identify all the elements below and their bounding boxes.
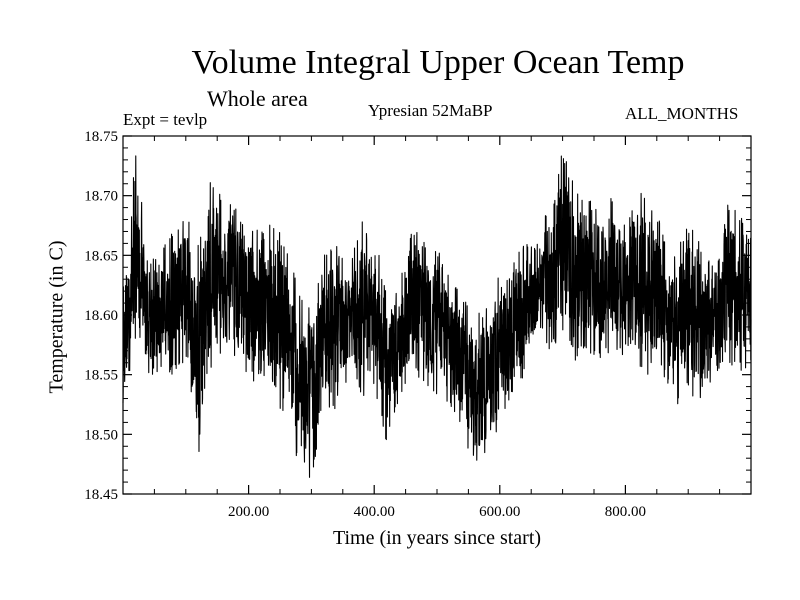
x-tick-label: 800.00 — [605, 504, 646, 520]
ticks-layer: 18.45 18.50 18.55 18.60 18.65 18.70 18.75 200.0… — [84, 129, 751, 520]
experiment-label: Expt = tevlp — [123, 110, 208, 129]
x-tick-label: 200.00 — [228, 504, 269, 520]
x-tick-label: 400.00 — [354, 504, 395, 520]
y-tick-label: 18.65 — [84, 248, 118, 264]
experiment-name: Ypresian 52MaBP — [368, 101, 493, 120]
plot-frame — [122, 135, 752, 495]
y-tick-label: 18.50 — [84, 427, 118, 443]
series-line — [122, 155, 752, 478]
y-tick-label: 18.70 — [84, 189, 118, 205]
chart-title: Volume Integral Upper Ocean Temp — [191, 44, 685, 81]
x-axis-label: Time (in years since start) — [332, 527, 542, 549]
y-tick-label: 18.75 — [84, 129, 118, 145]
x-tick-label: 600.00 — [479, 504, 520, 520]
series-layer — [122, 155, 752, 478]
y-tick-label: 18.45 — [84, 487, 118, 503]
months-label: ALL_MONTHS — [625, 104, 739, 123]
chart-subtitle: Whole area — [207, 86, 308, 111]
y-tick-label: 18.60 — [84, 308, 118, 324]
y-tick-label: 18.55 — [84, 368, 118, 384]
